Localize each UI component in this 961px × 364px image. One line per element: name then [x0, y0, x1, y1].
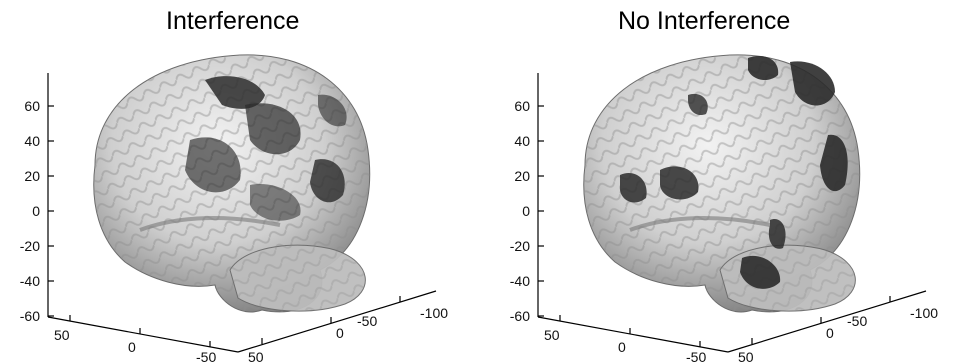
y-tick-label: 50 — [248, 349, 264, 364]
activation-regions — [619, 55, 848, 289]
x-tick-label: -50 — [686, 349, 706, 364]
z-tick-label: 40 — [514, 133, 530, 149]
z-axis-ticks — [48, 105, 54, 317]
panel-interference: Interference 60 40 20 0 -20 - — [0, 0, 470, 364]
x-tick-label: 50 — [544, 327, 560, 343]
z-tick-label: -60 — [20, 308, 40, 324]
y-tick-label: -50 — [357, 313, 377, 329]
panel-title: No Interference — [618, 7, 791, 35]
y-tick-label: -50 — [847, 313, 867, 329]
z-tick-label: -20 — [20, 238, 40, 254]
x-axis — [47, 316, 239, 353]
y-tick-label: 50 — [738, 349, 754, 364]
z-tick-label: -40 — [510, 273, 530, 289]
y-tick-label: 0 — [336, 325, 344, 341]
brain-surface — [583, 54, 861, 313]
z-tick-label: -40 — [20, 273, 40, 289]
activation-regions — [185, 76, 347, 221]
z-tick-label: 60 — [514, 98, 530, 114]
y-axis — [237, 290, 437, 353]
y-tick-label: 0 — [826, 325, 834, 341]
y-axis — [727, 290, 927, 353]
z-axis-ticks — [538, 105, 544, 317]
z-tick-label: 40 — [24, 133, 40, 149]
panel-no-interference: No Interference 60 40 20 0 -20 -40 — [490, 0, 960, 364]
panel-title: Interference — [166, 7, 300, 35]
z-tick-label: 60 — [24, 98, 40, 114]
x-tick-label: 0 — [618, 339, 626, 355]
z-tick-label: -60 — [510, 308, 530, 324]
z-tick-label: 0 — [32, 203, 40, 219]
y-tick-label: -100 — [910, 305, 938, 321]
z-tick-label: -20 — [510, 238, 530, 254]
brain-3d-plot: 60 40 20 0 -20 -40 -60 50 0 -50 50 0 -50… — [510, 54, 938, 364]
x-axis — [537, 316, 729, 353]
x-tick-label: -50 — [196, 349, 216, 364]
z-tick-label: 0 — [522, 203, 530, 219]
brain-3d-plot: 60 40 20 0 -20 -40 -60 50 0 -50 50 0 -50… — [20, 54, 448, 364]
y-tick-label: -100 — [420, 305, 448, 321]
x-tick-label: 0 — [128, 339, 136, 355]
x-tick-label: 50 — [54, 327, 70, 343]
z-tick-label: 20 — [24, 168, 40, 184]
z-tick-label: 20 — [514, 168, 530, 184]
